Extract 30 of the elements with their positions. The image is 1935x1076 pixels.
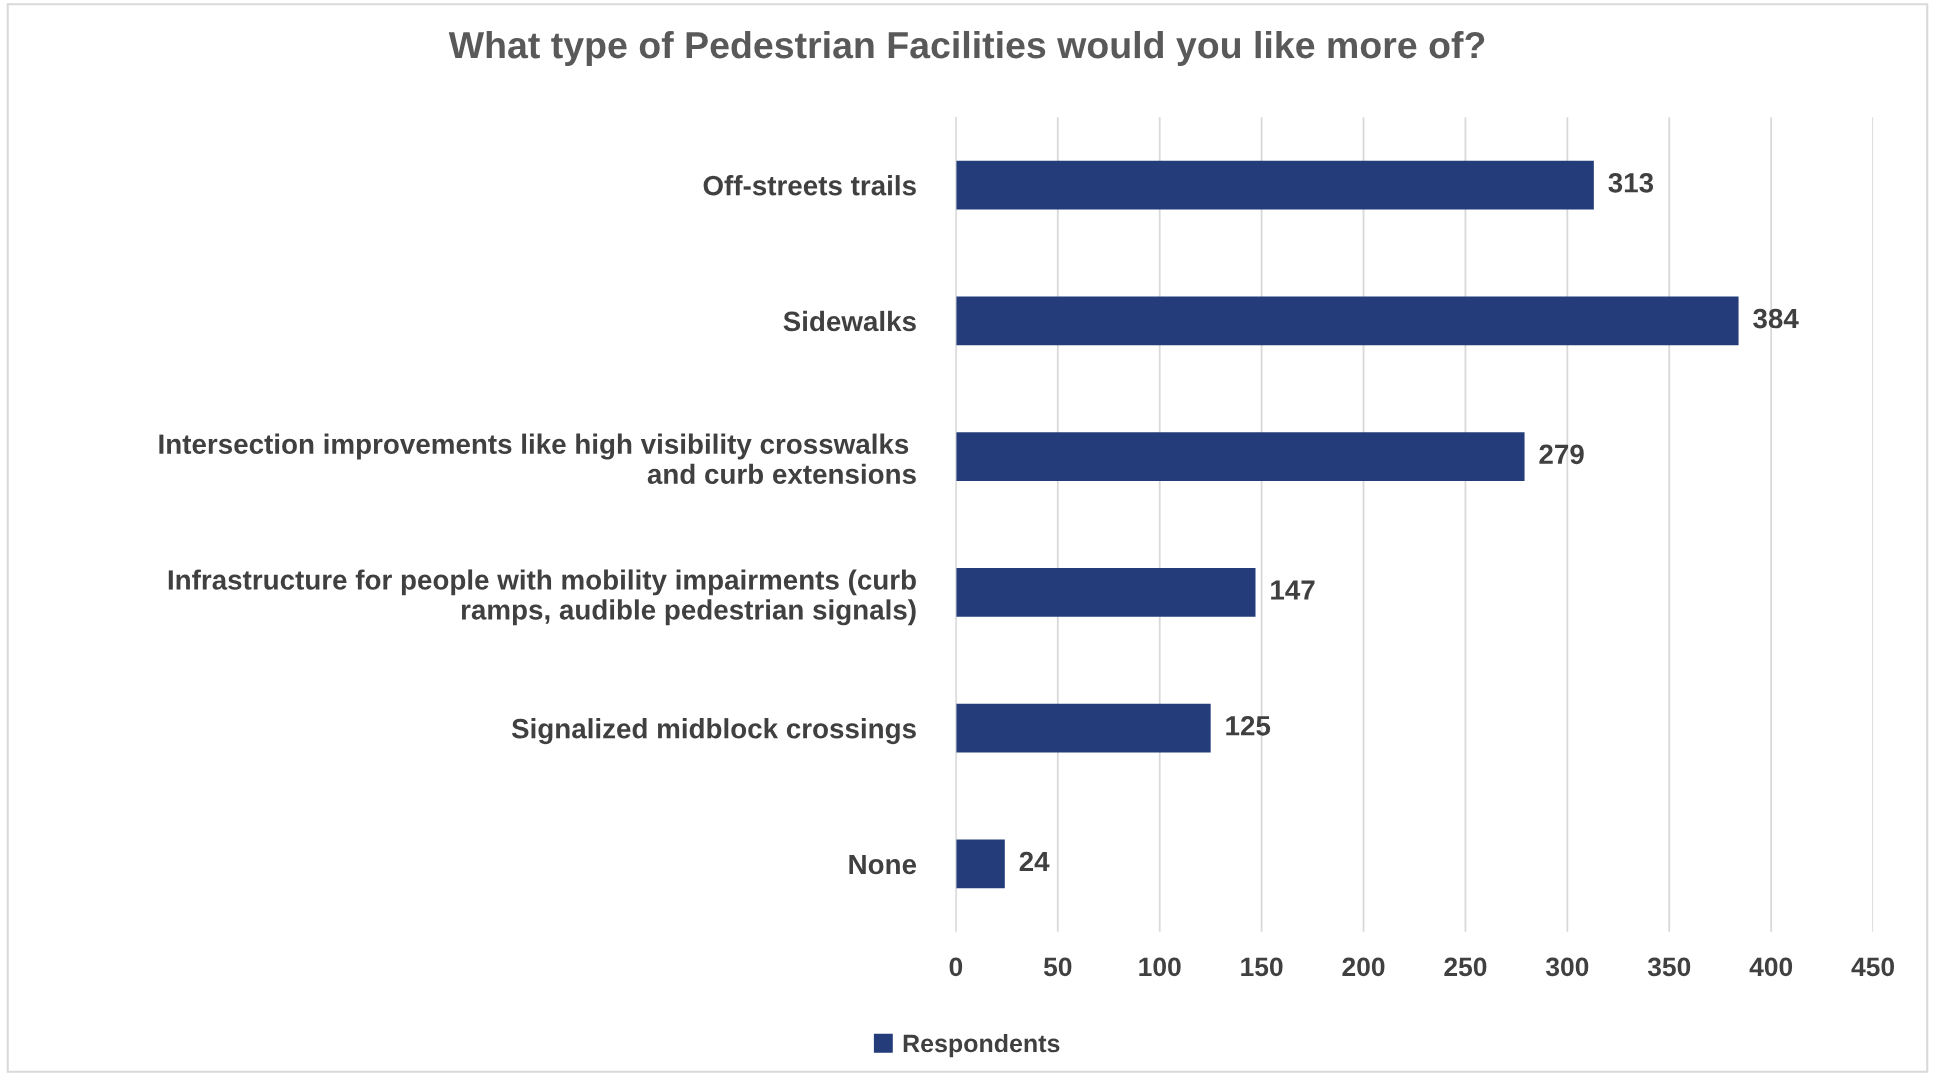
x-tick-label: 450 <box>1851 957 1895 977</box>
data-label: 384 <box>1753 308 1799 329</box>
data-label: 313 <box>1608 172 1654 193</box>
bar <box>955 839 1005 889</box>
y-tick-label: Signalized midblock crossings <box>511 718 916 745</box>
x-tick-label: 300 <box>1545 957 1589 977</box>
y-tick-label: Intersection improvements like high visibility crosswalks and curb extensions <box>159 433 916 485</box>
data-label: 279 <box>1539 444 1584 465</box>
x-tick-label: 250 <box>1444 957 1487 977</box>
y-tick-label: Infrastructure for people with mobility impairments (curb ramps, audible pedestrian signals) <box>168 569 916 626</box>
bar <box>955 567 1256 617</box>
x-tick-label: 0 <box>949 957 963 977</box>
data-label: 147 <box>1271 580 1315 600</box>
x-tick-label: 50 <box>1043 957 1072 977</box>
y-tick-label: Sidewalks <box>783 310 916 332</box>
x-tick-label: 100 <box>1139 957 1181 977</box>
bar <box>955 703 1211 753</box>
bar <box>955 296 1739 346</box>
chart-title: What type of Pedestrian Facilities would you like more of? <box>448 30 1485 66</box>
data-label: 24 <box>1019 851 1050 872</box>
y-tick-label: None <box>849 854 917 875</box>
x-tick-label: 400 <box>1749 957 1793 977</box>
bar <box>955 432 1525 482</box>
x-tick-label: 150 <box>1241 957 1283 977</box>
bar <box>955 160 1594 210</box>
x-tick-label: 200 <box>1342 957 1385 977</box>
x-tick-label: 350 <box>1647 957 1691 977</box>
legend-label: Respondents <box>903 1033 1060 1058</box>
data-label: 125 <box>1226 715 1271 736</box>
y-tick-label: Off-streets trails <box>703 175 916 196</box>
